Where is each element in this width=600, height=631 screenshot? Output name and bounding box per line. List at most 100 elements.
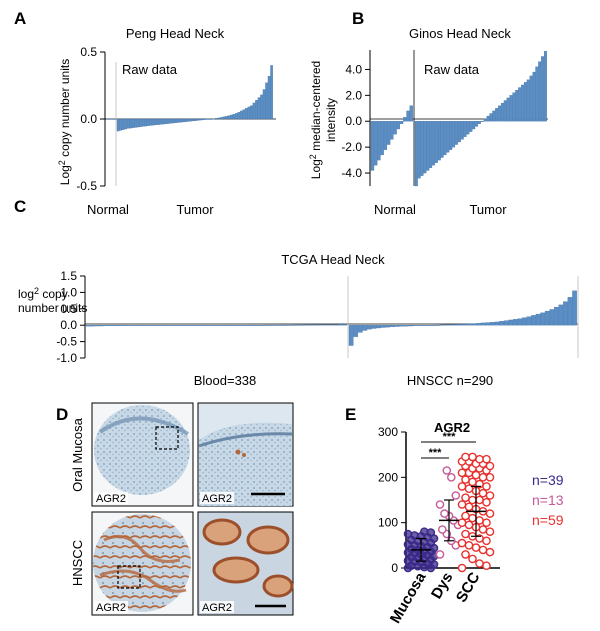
panel-b-bar — [420, 121, 424, 176]
tumor-nest — [99, 569, 187, 593]
panel-c-bar — [190, 325, 199, 326]
panel-a-bar — [222, 116, 226, 120]
panel-b-bar — [500, 102, 504, 122]
panel-e-dot-scc — [482, 482, 491, 491]
panel-a-title: Peng Head Neck — [126, 26, 225, 41]
panel-a-bar — [126, 118, 130, 129]
panel-c-bar — [399, 325, 404, 327]
panel-e-dot-scc — [478, 525, 488, 534]
panel-b-bar — [477, 121, 481, 124]
panel-b-bar — [515, 90, 519, 122]
panel-c-bar — [367, 325, 372, 330]
panel-a-bar — [237, 112, 241, 120]
panel-c-bar — [462, 323, 468, 326]
panel-a-bar — [260, 94, 263, 120]
panel-c-ytick: 1.0 — [60, 285, 77, 299]
panel-a-bar — [225, 116, 228, 120]
panel-c-bar — [430, 325, 436, 326]
panel-c-bar — [458, 324, 463, 326]
panel-b-bar — [492, 110, 496, 122]
panel-a-bar — [202, 118, 205, 120]
panel-b-y-label-line2: intensity — [324, 98, 338, 142]
panel-b-bar — [396, 121, 400, 130]
panel-e-dot-dys — [442, 466, 452, 475]
count-label-mucosa: n=39 — [532, 472, 564, 488]
panel-e-dot-scc — [478, 472, 488, 482]
panel-e-dot-scc — [461, 452, 470, 462]
panel-e-ytick: 0 — [391, 561, 398, 575]
panel-e-dot-scc — [485, 547, 495, 557]
significance-stars: *** — [443, 431, 457, 443]
panel-b-bar — [417, 121, 421, 179]
panel-c-bar — [111, 325, 121, 327]
panel-e-dot-scc — [468, 477, 477, 487]
panel-c-bar — [181, 325, 191, 326]
panel-b-bar — [423, 121, 427, 174]
panel-a-bar — [162, 118, 165, 125]
panel-a-bar — [227, 115, 231, 120]
panel-e-dot-scc — [485, 491, 495, 500]
count-label-dys: n=13 — [532, 492, 564, 508]
panel-b-group-label: Tumor — [469, 202, 507, 217]
panel-b-ytick: 2.0 — [345, 88, 362, 102]
panel-b-bar — [483, 118, 487, 122]
panel-e-dot-scc — [482, 497, 491, 507]
panel-a-bar — [167, 118, 170, 124]
panel-c-bar — [412, 325, 418, 327]
panel-b-bar — [503, 100, 507, 122]
panel-b-bar — [426, 121, 430, 171]
panel-b-annotation: Raw data — [424, 62, 480, 77]
panel-a-bar — [116, 118, 120, 132]
panel-a-bar — [142, 118, 145, 127]
panel-a-bar — [119, 118, 122, 131]
panel-e-dot-scc — [475, 454, 484, 464]
panel-e-dot-scc — [468, 495, 477, 505]
panel-c-bar — [513, 319, 518, 326]
panel-b-bar — [466, 121, 470, 135]
panel-c-bar — [348, 325, 354, 346]
panel-b-bar — [390, 121, 394, 140]
panel-e-ytick: 200 — [378, 470, 398, 484]
panel-a-bar — [147, 118, 150, 126]
panel-c-bar — [242, 325, 252, 326]
panel-a-bar — [232, 114, 236, 120]
panel-e-dot-scc — [468, 513, 477, 523]
panel-e-dot-dys — [435, 550, 445, 559]
panel-c-ytick: -1.0 — [56, 351, 77, 365]
mucosa-epithelium — [199, 422, 292, 506]
panel-b-bar — [406, 110, 410, 122]
panel-a-bar — [217, 117, 221, 120]
panel-c-bar — [138, 325, 147, 326]
stain-label: AGR2 — [96, 602, 126, 614]
panel-a-bar — [199, 118, 203, 121]
panel-e-dot-scc — [461, 493, 470, 503]
panel-a-y-label: Log2 copy number units — [57, 59, 72, 185]
panel-b-bar — [526, 79, 530, 122]
panel-e-dot-scc — [485, 472, 495, 482]
panel-c-bar — [277, 324, 286, 326]
count-label-scc: n=59 — [532, 512, 564, 528]
panel-c-group-label: HNSCC n=290 — [407, 373, 493, 388]
panel-a-bar — [136, 118, 140, 128]
panel-b-bar — [383, 121, 388, 150]
panel-b-bar — [386, 121, 391, 145]
panel-a-ytick: -0.5 — [76, 179, 97, 193]
panel-a-bar — [267, 75, 271, 120]
panel-letter-c: C — [14, 197, 26, 216]
panel-a-bar — [257, 97, 261, 120]
panel-b-bar — [399, 121, 404, 124]
tumor-nest — [103, 534, 181, 563]
panel-e-dot-scc — [468, 554, 477, 564]
panel-b-bar — [535, 66, 539, 122]
panel-e-dot-scc — [485, 461, 495, 471]
panel-b-bar — [512, 92, 516, 122]
panel-a-bar — [192, 118, 195, 122]
panel-e-dot-scc — [475, 495, 484, 505]
panel-c-bar — [417, 325, 422, 326]
panel-b-bar — [449, 121, 453, 150]
stain-label: AGR2 — [96, 493, 126, 505]
panel-a-bar — [270, 65, 273, 120]
panel-e-dot-mucosa — [403, 529, 413, 539]
panel-c-ytick: 0.0 — [60, 318, 77, 332]
panel-c-bar — [508, 319, 514, 326]
